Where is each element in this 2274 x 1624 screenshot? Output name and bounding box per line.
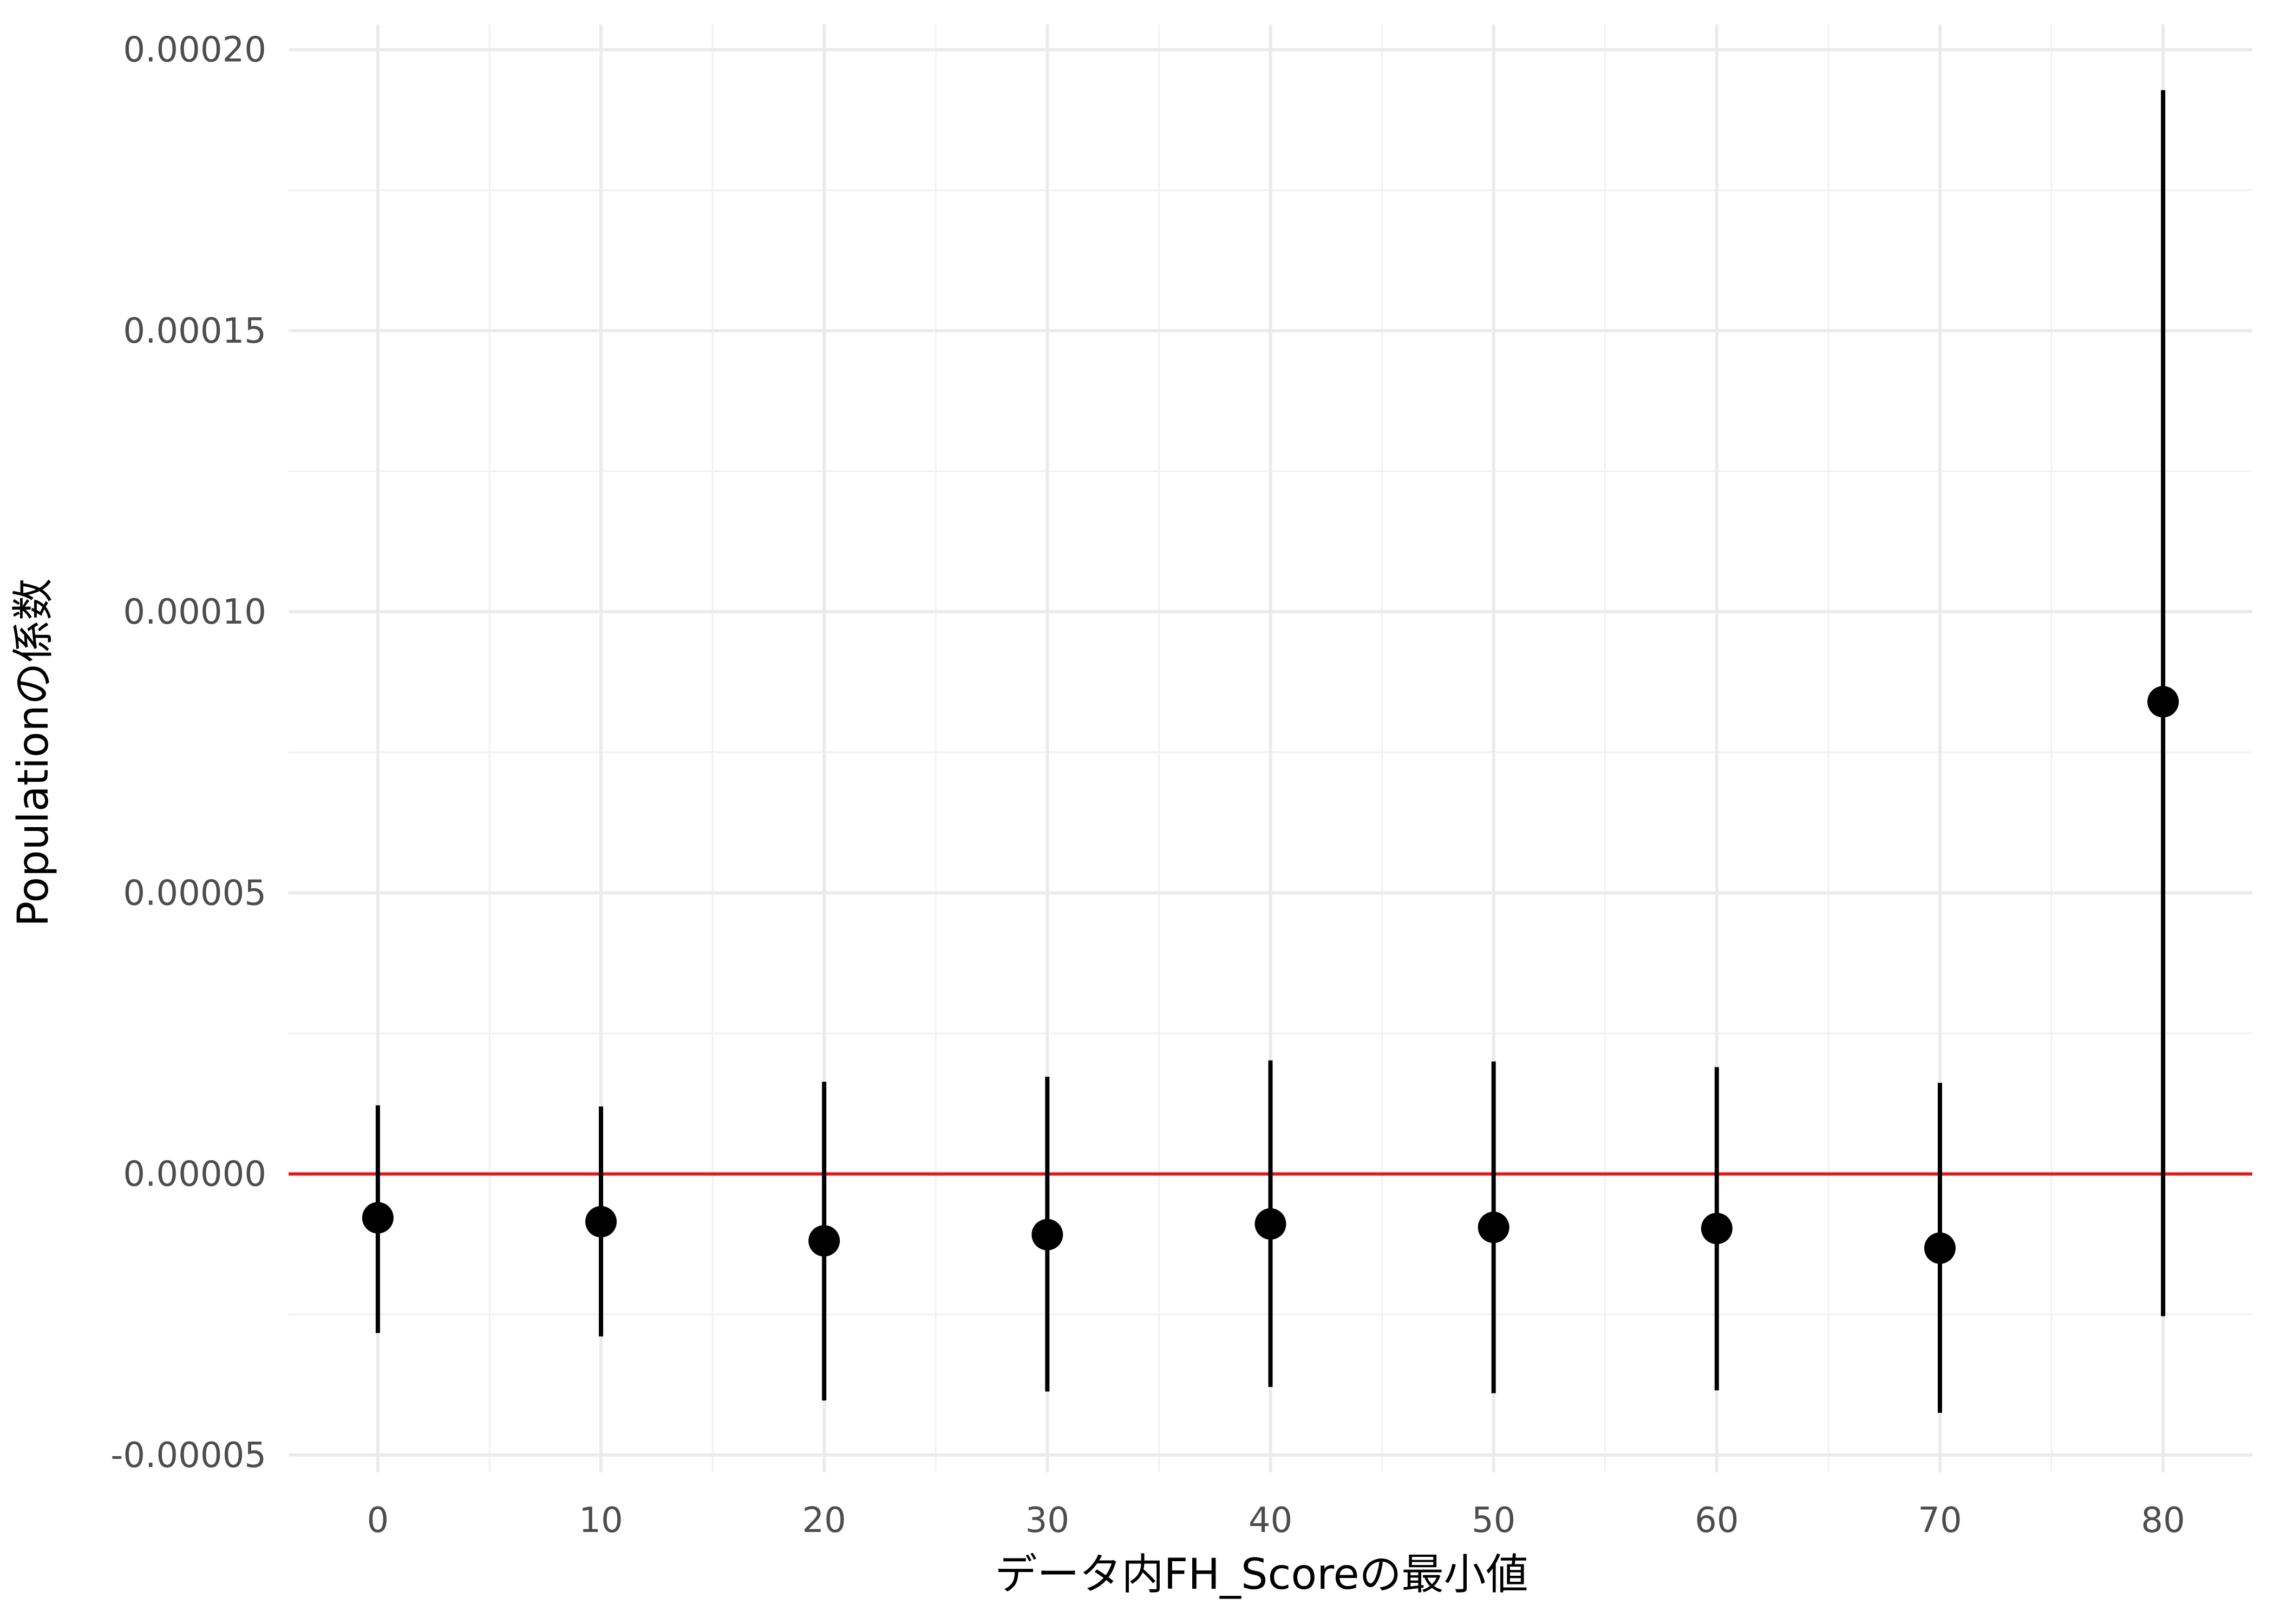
y-tick-label: 0.00000 xyxy=(123,1155,266,1195)
x-axis-title: データ内FH_Scoreの最小値 xyxy=(995,1550,1528,1599)
data-point xyxy=(1924,1232,1956,1264)
data-point xyxy=(1478,1212,1510,1243)
y-axis-tick-labels: -0.00005 0.00000 0.00005 0.00010 0.00015 0.00… xyxy=(110,30,266,1476)
y-tick-label: 0.00010 xyxy=(123,592,266,632)
x-tick-label: 50 xyxy=(1472,1501,1515,1541)
x-tick-label: 20 xyxy=(802,1501,846,1541)
data-points xyxy=(362,686,2179,1264)
y-tick-label: 0.00020 xyxy=(123,30,266,70)
data-point xyxy=(2147,686,2179,718)
x-tick-label: 60 xyxy=(1695,1501,1739,1541)
x-tick-label: 70 xyxy=(1918,1501,1962,1541)
y-tick-label: 0.00015 xyxy=(123,311,266,351)
y-tick-label: 0.00005 xyxy=(123,873,266,913)
y-axis-title: Populationの係数 xyxy=(9,578,58,927)
x-tick-label: 80 xyxy=(2141,1501,2185,1541)
y-tick-label: -0.00005 xyxy=(110,1436,266,1476)
x-tick-label: 0 xyxy=(367,1501,389,1541)
data-point xyxy=(808,1225,840,1257)
x-tick-label: 30 xyxy=(1025,1501,1069,1541)
data-point xyxy=(1701,1213,1733,1245)
data-point xyxy=(362,1202,394,1234)
x-axis-tick-labels: 0 10 20 30 40 50 60 70 80 xyxy=(367,1501,2185,1541)
x-tick-label: 40 xyxy=(1249,1501,1292,1541)
data-point xyxy=(1031,1219,1063,1250)
data-point xyxy=(585,1206,617,1237)
data-point xyxy=(1254,1208,1286,1240)
x-tick-label: 10 xyxy=(579,1501,623,1541)
